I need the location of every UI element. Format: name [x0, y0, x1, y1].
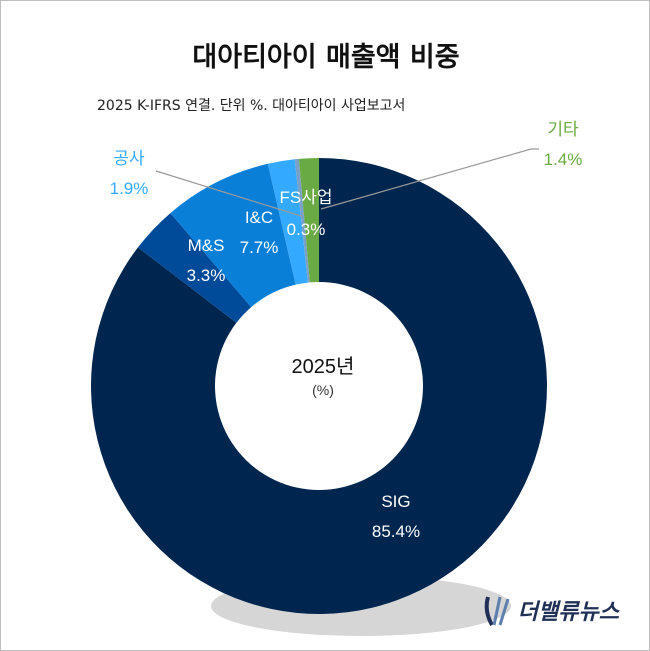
slice-0: [90, 158, 547, 614]
slice-label: FS사업: [279, 188, 332, 207]
slice-label: SIG: [381, 492, 410, 511]
slice-value-label: 1.9%: [110, 179, 149, 198]
center-unit: (%): [312, 382, 334, 398]
leader-line-공사: [155, 170, 302, 217]
logo-icon: [484, 596, 510, 626]
chart-title: 대아티아이 매출액 비중: [192, 42, 460, 73]
slice-value-label: 3.3%: [187, 266, 226, 285]
slice-5: [298, 158, 319, 283]
slice-value-label: 0.3%: [287, 220, 326, 239]
slice-label: 공사: [113, 149, 145, 168]
slice-1: [137, 213, 252, 323]
slice-label: M&S: [188, 236, 225, 255]
slice-4: [294, 158, 310, 283]
logo-text: 더밸류뉴스: [517, 600, 619, 625]
chart-subtitle: 2025 K-IFRS 연결. 단위 %. 대아티아이 사업보고서: [97, 98, 406, 114]
slice-value-label: 1.4%: [544, 150, 583, 169]
slice-value-label: 85.4%: [372, 522, 420, 541]
center-label: 2025년: [292, 355, 355, 378]
leader-line-기타: [320, 148, 539, 210]
slice-label: 기타: [547, 120, 579, 139]
slice-3: [267, 159, 308, 285]
slice-value-label: 7.7%: [240, 238, 279, 257]
slice-2: [170, 163, 296, 308]
logo: 더밸류뉴스: [484, 593, 619, 627]
slice-label: I&C: [245, 208, 273, 227]
